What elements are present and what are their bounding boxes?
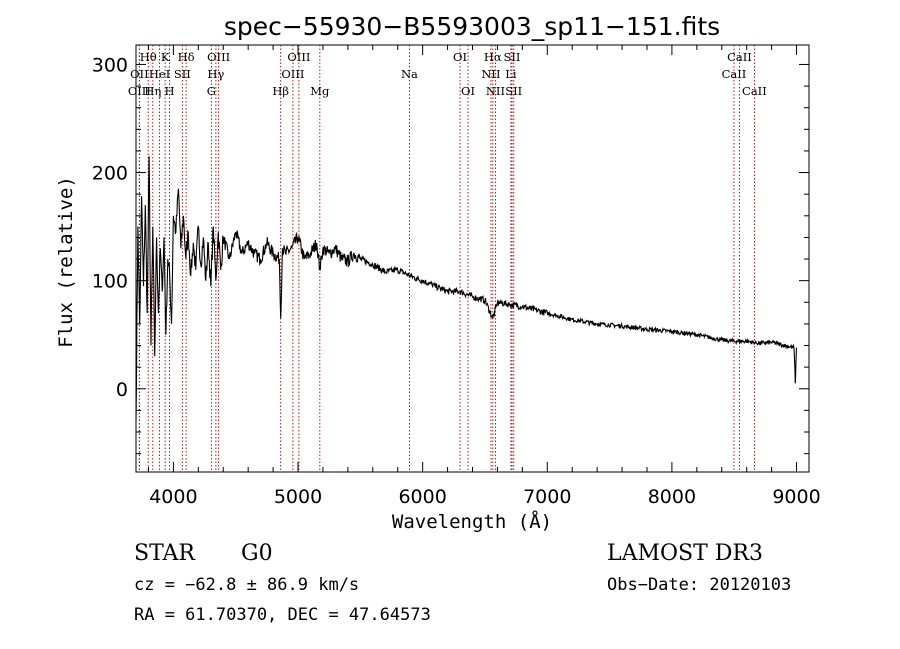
spectral-line-label: CaII bbox=[722, 67, 747, 81]
spectral-line-label: Li bbox=[505, 67, 517, 81]
spectral-line-label: HeI bbox=[149, 67, 170, 81]
spectral-line-label: OIII bbox=[207, 50, 230, 64]
spectral-line-label: G bbox=[207, 84, 216, 98]
y-axis-ticks: 0 100 200 300 bbox=[92, 54, 809, 455]
spectral-line-label: OIII bbox=[287, 50, 310, 64]
spectral-line-label: SII bbox=[504, 50, 521, 64]
y-axis-label: Flux (relative) bbox=[55, 176, 77, 348]
survey-name: LAMOST DR3 bbox=[607, 541, 763, 566]
sky-coordinates: RA = 61.70370, DEC = 47.64573 bbox=[134, 605, 431, 625]
spectral-line-label: OIII bbox=[128, 84, 151, 98]
spectral-line-label: Hη bbox=[144, 84, 161, 98]
spectral-line-markers bbox=[138, 45, 755, 472]
object-subclass: G0 bbox=[241, 541, 273, 566]
x-tick-label: 7000 bbox=[523, 486, 571, 508]
spectral-line-label: NII bbox=[481, 67, 500, 81]
x-tick-label: 9000 bbox=[772, 486, 820, 508]
chart-title: spec−55930−B5593003_sp11−151.fits bbox=[224, 12, 720, 41]
spectral-line-label: CaII bbox=[727, 50, 752, 64]
x-tick-label: 5000 bbox=[274, 486, 322, 508]
spectral-line-label: NII bbox=[486, 84, 505, 98]
spectral-line-label: OIII bbox=[281, 67, 304, 81]
spectral-line-label: OII bbox=[130, 67, 149, 81]
spectral-line-label: SII bbox=[174, 67, 191, 81]
spectral-line-label: Hβ bbox=[272, 84, 289, 98]
spectral-line-label: H bbox=[165, 84, 175, 98]
spectral-line-label: K bbox=[161, 50, 170, 64]
object-class: STAR bbox=[134, 541, 196, 566]
spectrum-series-line bbox=[135, 156, 798, 422]
plot-frame bbox=[135, 44, 810, 473]
y-tick-label: 0 bbox=[116, 379, 128, 401]
x-axis-ticks: 4000 5000 6000 7000 8000 9000 bbox=[147, 45, 821, 508]
spectral-line-label: Hα bbox=[484, 50, 502, 64]
spectral-line-label: Hθ bbox=[140, 50, 157, 64]
spectral-line-label: OI bbox=[453, 50, 467, 64]
observation-date: Obs−Date: 20120103 bbox=[607, 575, 791, 595]
y-tick-label: 200 bbox=[92, 163, 128, 185]
spectral-line-label: SII bbox=[505, 84, 522, 98]
spectral-line-label: Hγ bbox=[207, 67, 224, 81]
x-tick-label: 8000 bbox=[648, 486, 696, 508]
x-tick-label: 4000 bbox=[149, 486, 197, 508]
redshift-velocity: cz = −62.8 ± 86.9 km/s bbox=[134, 575, 359, 595]
x-axis-label: Wavelength (Å) bbox=[392, 510, 552, 533]
spectral-line-label: Na bbox=[401, 67, 418, 81]
y-tick-label: 100 bbox=[92, 271, 128, 293]
x-tick-label: 6000 bbox=[398, 486, 446, 508]
y-tick-label: 300 bbox=[92, 54, 128, 76]
spectral-line-label: OI bbox=[461, 84, 475, 98]
spectral-line-label: CaII bbox=[742, 84, 767, 98]
spectral-line-label: Hδ bbox=[178, 50, 195, 64]
spectral-line-label: Mg bbox=[310, 84, 330, 98]
